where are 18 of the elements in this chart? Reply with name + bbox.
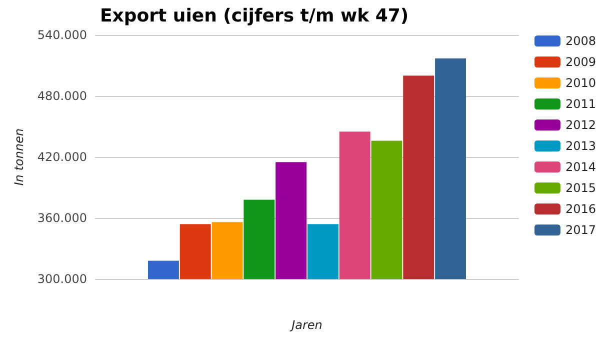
x-axis-title: Jaren <box>290 318 322 332</box>
y-tick-label: 540.000 <box>37 28 87 42</box>
legend-label: 2014 <box>565 160 596 174</box>
legend-label: 2009 <box>565 55 596 69</box>
legend-label: 2010 <box>565 76 596 90</box>
chart-title: Export uien (cijfers t/m wk 47) <box>100 6 409 26</box>
legend-label: 2012 <box>565 118 596 132</box>
y-tick-label: 300.000 <box>37 272 87 286</box>
legend-label: 2011 <box>565 97 596 111</box>
y-tick-label: 420.000 <box>37 150 87 164</box>
y-tick-label: 480.000 <box>37 89 87 103</box>
legend-label: 2017 <box>565 223 596 237</box>
legend-label: 2008 <box>565 34 596 48</box>
legend-label: 2015 <box>565 181 596 195</box>
legend-label: 2013 <box>565 139 596 153</box>
y-axis-title: In tonnen <box>12 128 26 186</box>
y-tick-label: 360.000 <box>37 211 87 225</box>
legend-label: 2016 <box>565 202 596 216</box>
